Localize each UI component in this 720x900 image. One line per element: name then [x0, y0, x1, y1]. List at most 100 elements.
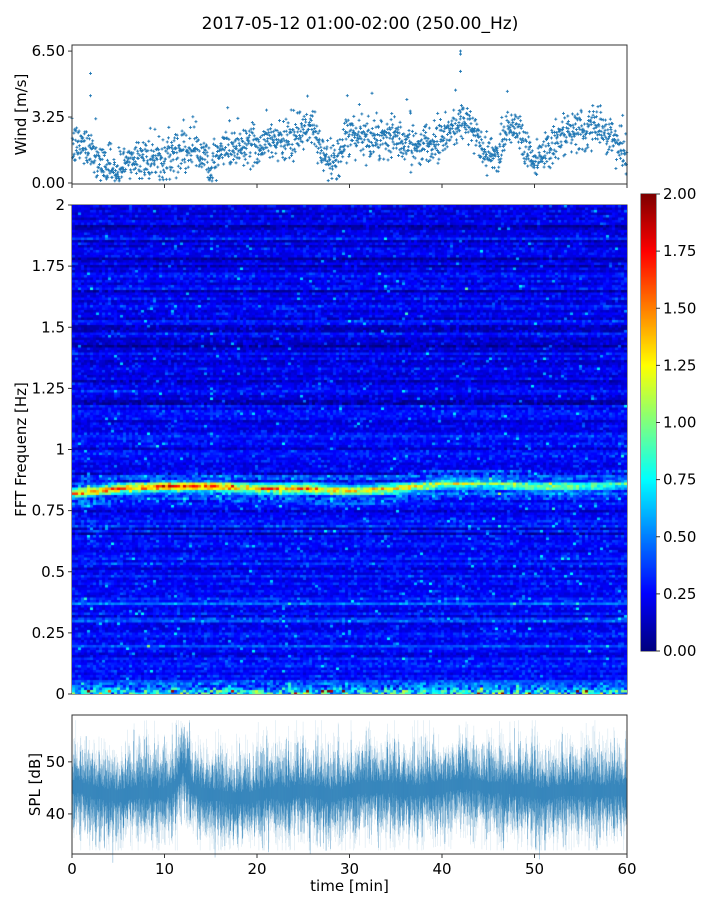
wind-point: [390, 126, 394, 130]
wind-point: [468, 117, 472, 121]
wind-point: [366, 114, 370, 118]
wind-point: [585, 122, 589, 126]
wind-point: [236, 116, 240, 120]
wind-point: [562, 133, 566, 137]
wind-point: [350, 121, 354, 125]
wind-point: [238, 132, 242, 136]
wind-point: [141, 153, 145, 157]
wind-point: [427, 126, 431, 130]
wind-point: [322, 146, 326, 150]
wind-point: [525, 152, 529, 156]
wind-point: [413, 148, 417, 152]
wind-point: [266, 128, 270, 132]
wind-point: [451, 130, 455, 134]
wind-point: [165, 140, 169, 144]
wind-point: [180, 158, 184, 162]
wind-point: [188, 136, 192, 140]
wind-point: [278, 131, 282, 135]
wind-point: [205, 150, 209, 154]
wind-point: [75, 145, 79, 149]
wind-point: [536, 166, 540, 170]
wind-point: [554, 131, 558, 135]
wind-point: [383, 133, 387, 137]
wind-point: [96, 151, 100, 155]
wind-point: [522, 156, 526, 160]
wind-point: [347, 135, 351, 139]
wind-point: [477, 153, 481, 157]
wind-point: [413, 156, 417, 160]
spl-xtick-label: 50: [525, 860, 544, 878]
wind-point: [114, 177, 118, 181]
wind-point: [606, 128, 610, 132]
wind-point: [361, 147, 365, 151]
wind-point: [597, 124, 601, 128]
wind-point: [298, 110, 302, 114]
wind-point: [181, 148, 185, 152]
wind-point: [298, 133, 302, 137]
wind-point: [199, 143, 203, 147]
wind-point: [588, 118, 592, 122]
wind-point: [582, 129, 586, 133]
wind-point: [231, 141, 235, 145]
wind-point: [487, 141, 491, 145]
wind-point: [204, 148, 208, 152]
wind-point: [418, 143, 422, 147]
wind-point: [191, 115, 195, 119]
wind-point: [326, 179, 330, 183]
wind-point: [386, 158, 390, 162]
wind-point: [425, 139, 429, 143]
wind-point: [418, 163, 422, 167]
wind-point: [542, 140, 546, 144]
wind-point: [268, 133, 272, 137]
wind-point: [235, 147, 239, 151]
wind-point: [235, 137, 239, 141]
wind-point: [535, 172, 539, 176]
wind-point: [304, 120, 308, 124]
wind-point: [479, 154, 483, 158]
wind-point: [608, 117, 612, 121]
wind-point: [522, 150, 526, 154]
wind-point: [236, 152, 240, 156]
wind-point: [498, 144, 502, 148]
wind-point: [459, 52, 462, 56]
wind-point: [592, 120, 596, 124]
wind-point: [521, 130, 525, 134]
wind-point: [313, 127, 317, 131]
wind-point: [195, 135, 199, 139]
wind-point: [263, 143, 267, 147]
wind-point: [213, 143, 217, 147]
wind-point: [101, 147, 105, 151]
wind-point: [138, 153, 142, 157]
wind-point: [109, 142, 113, 146]
wind-point: [102, 170, 106, 174]
wind-point: [463, 125, 467, 129]
wind-point: [210, 165, 214, 169]
wind-point: [391, 123, 395, 127]
wind-point: [552, 148, 556, 152]
wind-point: [198, 159, 202, 163]
wind-point: [466, 130, 470, 134]
wind-point: [514, 115, 518, 119]
wind-point: [453, 131, 457, 135]
wind-point: [357, 102, 361, 106]
wind-point: [436, 111, 440, 115]
wind-point: [194, 164, 198, 168]
wind-point: [144, 149, 148, 153]
wind-point: [414, 131, 418, 135]
wind-point: [262, 133, 266, 137]
wind-point: [184, 167, 188, 171]
wind-point: [496, 152, 500, 156]
wind-point: [217, 149, 221, 153]
colorbar-tick-label: 1.75: [663, 242, 696, 260]
wind-point: [286, 121, 290, 125]
wind-point: [117, 146, 121, 150]
wind-point: [606, 132, 610, 136]
wind-point: [426, 137, 430, 141]
wind-point: [580, 147, 584, 151]
wind-point: [93, 155, 97, 159]
wind-point: [381, 136, 385, 140]
wind-point: [611, 122, 615, 126]
wind-point: [620, 152, 624, 156]
wind-point: [619, 156, 623, 160]
wind-point: [206, 154, 210, 158]
